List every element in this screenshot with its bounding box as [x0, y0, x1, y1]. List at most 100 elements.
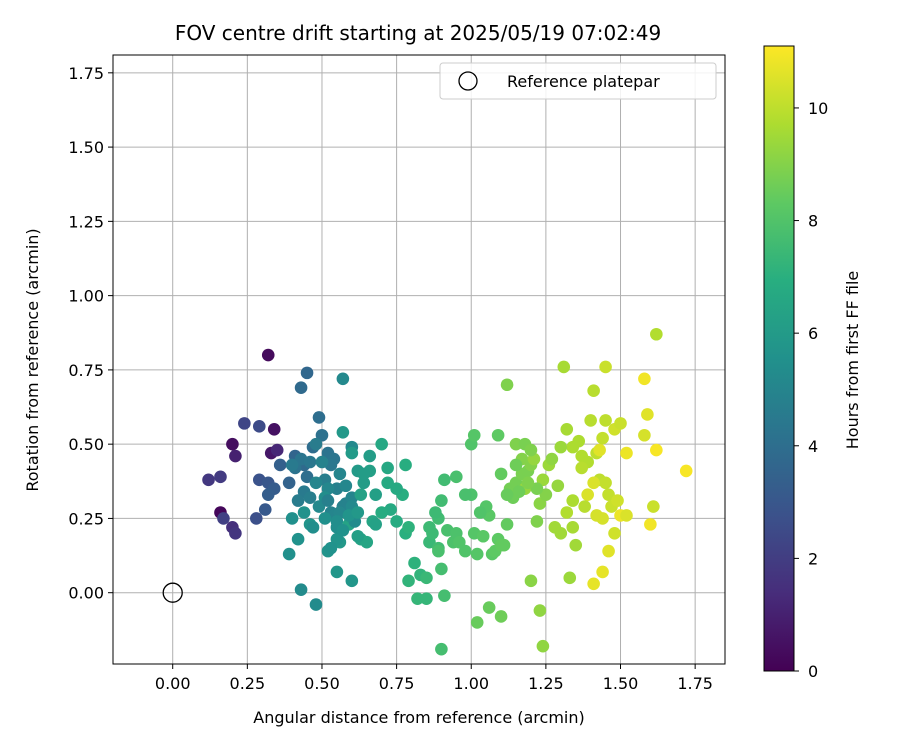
data-point	[202, 473, 215, 487]
legend-box	[439, 62, 717, 100]
data-point	[491, 428, 505, 442]
data-point	[545, 452, 559, 466]
x-tick-label: 0.75	[379, 674, 415, 693]
y-tick-label: 0.50	[68, 435, 104, 454]
data-point	[575, 461, 589, 475]
data-point	[315, 455, 329, 469]
y-tick-label: 0.75	[68, 361, 104, 380]
x-axis-ticks: 0.00 0.25 0.50 0.75 1.00 1.25 1.50 1.75	[155, 664, 713, 693]
data-point	[429, 506, 442, 519]
data-point	[450, 470, 463, 484]
data-point	[473, 506, 487, 519]
data-point	[566, 521, 580, 534]
data-point	[238, 417, 251, 430]
y-axis-label: Rotation from reference (arcmin)	[23, 228, 42, 491]
colorbar-tick-label: 6	[808, 324, 818, 343]
data-point	[587, 577, 600, 591]
data-point	[375, 506, 388, 519]
data-point	[411, 592, 424, 605]
data-point	[294, 583, 308, 597]
data-point	[420, 571, 433, 585]
data-point	[229, 449, 242, 463]
data-point	[509, 458, 523, 472]
legend-entry-label: Reference platepar	[507, 72, 660, 91]
data-point	[608, 526, 621, 540]
data-point	[470, 547, 484, 561]
data-point	[324, 541, 338, 555]
colorbar-tick-label: 0	[808, 662, 818, 681]
data-points	[202, 327, 693, 656]
data-point	[345, 446, 359, 460]
data-point	[336, 524, 350, 537]
data-point	[229, 526, 242, 540]
x-tick-label: 1.00	[453, 674, 489, 693]
data-point	[524, 574, 538, 588]
y-tick-label: 0.00	[68, 584, 104, 603]
data-point	[294, 381, 308, 395]
data-point	[312, 500, 326, 513]
x-tick-label: 0.25	[230, 674, 266, 693]
data-point	[458, 488, 472, 501]
data-point	[551, 479, 565, 493]
colorbar-tick-label: 10	[808, 99, 828, 118]
data-point	[291, 494, 305, 507]
chart-title: FOV centre drift starting at 2025/05/19 …	[175, 21, 661, 45]
data-point	[533, 604, 547, 617]
data-point	[402, 521, 415, 534]
data-point	[381, 461, 394, 475]
data-point	[438, 473, 451, 487]
reference-marker-layer	[162, 582, 183, 603]
colorbar-label: Hours from first FF file	[843, 271, 862, 450]
data-point	[285, 512, 299, 525]
data-point	[644, 518, 657, 531]
data-point	[408, 556, 421, 570]
data-point	[638, 372, 651, 386]
data-point	[300, 470, 314, 484]
data-point	[536, 639, 550, 653]
data-point	[599, 476, 612, 490]
data-point	[539, 488, 553, 501]
data-point	[357, 467, 371, 481]
data-point	[581, 488, 594, 501]
grid	[113, 55, 725, 664]
reference-platepar-marker	[162, 582, 183, 603]
data-point	[303, 455, 317, 469]
data-point	[638, 428, 651, 442]
x-tick-label: 1.75	[677, 674, 713, 693]
data-point	[282, 476, 296, 490]
data-point	[339, 479, 353, 493]
data-point	[258, 503, 272, 516]
data-point	[521, 476, 535, 490]
data-point	[435, 494, 448, 507]
data-point	[563, 571, 577, 585]
data-point	[226, 437, 239, 451]
legend-reference-marker	[458, 71, 478, 91]
data-point	[303, 491, 317, 504]
x-tick-label: 1.25	[528, 674, 564, 693]
y-tick-label: 1.25	[68, 212, 104, 231]
data-point	[512, 485, 526, 498]
data-point	[273, 458, 287, 472]
y-tick-label: 1.00	[68, 287, 104, 306]
data-point	[375, 437, 388, 451]
data-point	[330, 565, 344, 579]
data-point	[438, 589, 451, 602]
data-point	[453, 535, 466, 549]
data-point	[369, 518, 383, 531]
data-point	[267, 423, 281, 436]
data-point	[557, 360, 571, 374]
data-point	[620, 509, 633, 522]
data-point	[351, 506, 365, 519]
data-point	[354, 488, 368, 501]
data-point	[214, 470, 227, 484]
data-point	[309, 476, 323, 490]
data-point	[578, 500, 591, 513]
data-point	[333, 467, 347, 481]
data-point	[509, 437, 523, 451]
data-point	[614, 417, 627, 430]
data-point	[297, 506, 311, 519]
data-point	[309, 598, 323, 611]
data-point	[679, 464, 693, 478]
y-tick-label: 1.50	[68, 138, 104, 157]
data-point	[282, 547, 296, 561]
